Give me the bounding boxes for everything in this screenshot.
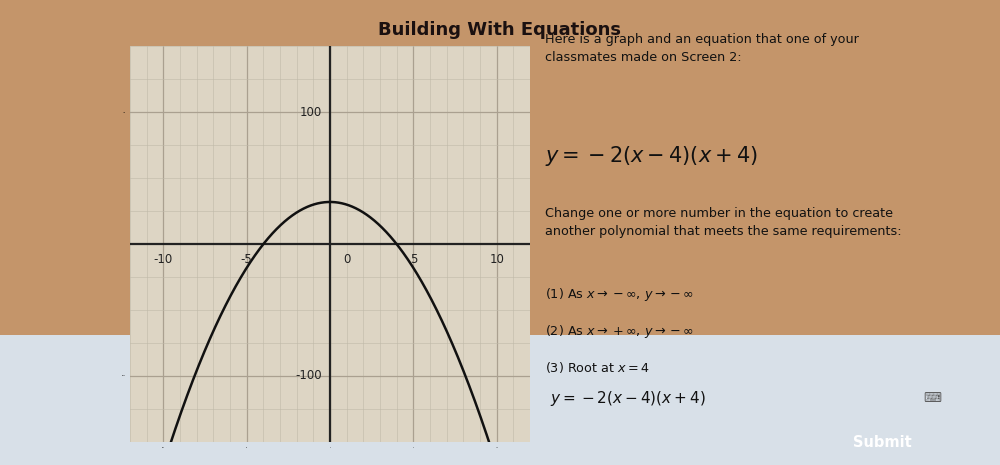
Text: (1) As $x \rightarrow -\infty$, $y \rightarrow -\infty$: (1) As $x \rightarrow -\infty$, $y \righ… [545,286,694,303]
Text: $y=-2(x-4)(x+4)$: $y=-2(x-4)(x+4)$ [545,144,758,168]
Text: Building With Equations: Building With Equations [378,21,622,39]
Text: 10: 10 [489,253,504,266]
Text: Submit: Submit [853,435,912,451]
Text: 100: 100 [299,106,322,119]
Text: -10: -10 [154,253,173,266]
Text: Here is a graph and an equation that one of your
classmates made on Screen 2:: Here is a graph and an equation that one… [545,33,859,64]
Text: -5: -5 [241,253,253,266]
Text: ⌨: ⌨ [924,392,942,405]
Text: $y=-2(x-4)(x+4)$: $y=-2(x-4)(x+4)$ [550,389,706,408]
Text: (3) Root at $x = 4$: (3) Root at $x = 4$ [545,360,650,375]
Text: -100: -100 [295,369,322,382]
Text: 0: 0 [343,253,350,266]
Text: 5: 5 [410,253,417,266]
Text: Change one or more number in the equation to create
another polynomial that meet: Change one or more number in the equatio… [545,207,902,239]
Text: (2) As $x \rightarrow +\infty$, $y \rightarrow -\infty$: (2) As $x \rightarrow +\infty$, $y \righ… [545,323,694,340]
